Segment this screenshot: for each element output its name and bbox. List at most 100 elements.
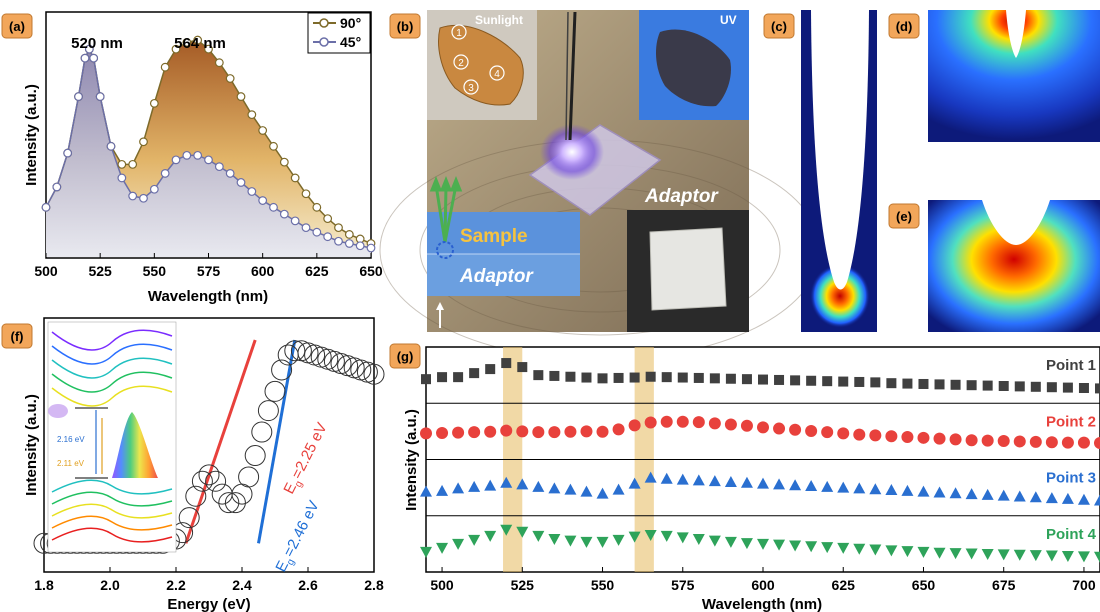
data-point <box>676 415 689 428</box>
data-point <box>436 484 449 496</box>
data-point <box>966 380 977 391</box>
panel-a-xlabel: Wavelength (nm) <box>148 288 268 305</box>
data-point <box>1029 491 1042 503</box>
data-point <box>198 464 220 486</box>
panel-d-label: (d) <box>896 19 913 34</box>
point-90° <box>236 92 246 101</box>
point-45° <box>106 141 116 151</box>
data-point <box>821 542 834 554</box>
point-90° <box>344 230 354 239</box>
data-point <box>869 544 882 556</box>
point-45° <box>160 169 170 178</box>
data-point <box>790 375 801 386</box>
data-point <box>885 545 898 557</box>
panel-a-points <box>41 35 376 253</box>
data-point <box>853 428 866 441</box>
data-point <box>902 378 913 389</box>
inset-frame <box>47 321 177 553</box>
point-90° <box>258 126 268 135</box>
band-line <box>51 385 173 407</box>
uv-inset: UV <box>639 10 749 120</box>
point-45° <box>193 150 203 160</box>
data-point <box>724 536 737 548</box>
point-90° <box>204 44 213 54</box>
band-line <box>51 527 173 543</box>
point-45° <box>247 187 257 196</box>
x-tick-label: 500 <box>430 577 454 593</box>
point-45° <box>128 191 138 201</box>
schematic: Sample Adaptor <box>427 175 580 328</box>
panel-f-x-ticks: 1.8 2.0 2.2 2.4 2.6 2.8 <box>34 567 384 593</box>
data-point <box>469 368 480 379</box>
data-point <box>773 422 786 435</box>
point-45° <box>89 53 99 63</box>
data-point <box>1013 549 1026 561</box>
data-point <box>740 538 753 550</box>
panel-a-legend: 90° 45° <box>307 12 371 54</box>
band-line <box>51 515 173 531</box>
point-45° <box>290 216 300 226</box>
data-point <box>484 479 497 491</box>
data-point <box>837 427 850 440</box>
panel-g-points <box>420 358 1100 563</box>
data-point <box>821 480 834 492</box>
data-point <box>885 430 898 443</box>
data-point <box>436 542 449 554</box>
data-point <box>564 535 577 547</box>
legend-90-marker <box>319 18 329 28</box>
series-label: Point 1 <box>1046 357 1096 374</box>
marker-4: 4 <box>494 69 500 80</box>
data-point <box>500 524 513 536</box>
panel-a-annotation-564: 564 nm <box>174 35 226 52</box>
point-45° <box>204 155 213 165</box>
x-tick-label: 600 <box>751 577 775 593</box>
data-point <box>1094 551 1100 563</box>
data-point <box>773 478 786 490</box>
data-point <box>1062 382 1073 393</box>
data-point <box>532 426 545 439</box>
panel-g-label: (g) <box>397 349 414 364</box>
data-point <box>516 478 529 490</box>
data-point <box>981 434 994 447</box>
inset-emission-curve <box>112 412 158 478</box>
data-point <box>821 426 834 439</box>
point-45° <box>171 155 181 165</box>
panel-b-label: (b) <box>397 19 414 34</box>
data-point <box>1029 550 1042 562</box>
data-point <box>837 481 850 493</box>
marker-2: 2 <box>458 58 464 69</box>
data-point <box>933 547 946 559</box>
data-point <box>612 423 625 436</box>
data-point <box>757 421 769 434</box>
x-tick-label: 2.0 <box>100 577 120 593</box>
point-90° <box>193 35 203 45</box>
data-point <box>692 416 705 429</box>
data-point <box>1013 490 1026 502</box>
panel-f: 1.8 2.0 2.2 2.4 2.6 2.8 Energy (eV) Intensity… <box>1 317 385 612</box>
data-point <box>901 546 914 558</box>
panel-d: (d) <box>888 10 1100 142</box>
data-point <box>264 380 286 402</box>
data-point <box>982 380 993 391</box>
data-point <box>1095 383 1100 394</box>
point-90° <box>182 37 192 47</box>
data-point <box>453 372 464 383</box>
uv-text: UV <box>720 13 737 27</box>
schematic-sample-label: Sample <box>460 226 528 247</box>
legend-45-marker <box>319 37 329 47</box>
point-45° <box>355 241 365 251</box>
x-tick-label: 525 <box>88 263 112 279</box>
panel-b: Sunlight 1 2 3 4 UV Adaptor <box>379 10 821 361</box>
data-point <box>1045 550 1058 562</box>
data-point <box>549 370 560 381</box>
point-90° <box>160 62 170 72</box>
data-point <box>965 488 978 500</box>
data-point <box>998 380 1009 391</box>
data-point <box>997 435 1010 448</box>
data-point <box>1061 492 1074 504</box>
data-point <box>596 536 609 548</box>
point-90° <box>247 110 257 120</box>
data-point <box>191 470 213 492</box>
schematic-adaptor-label: Adaptor <box>459 266 534 287</box>
data-point <box>500 424 513 437</box>
